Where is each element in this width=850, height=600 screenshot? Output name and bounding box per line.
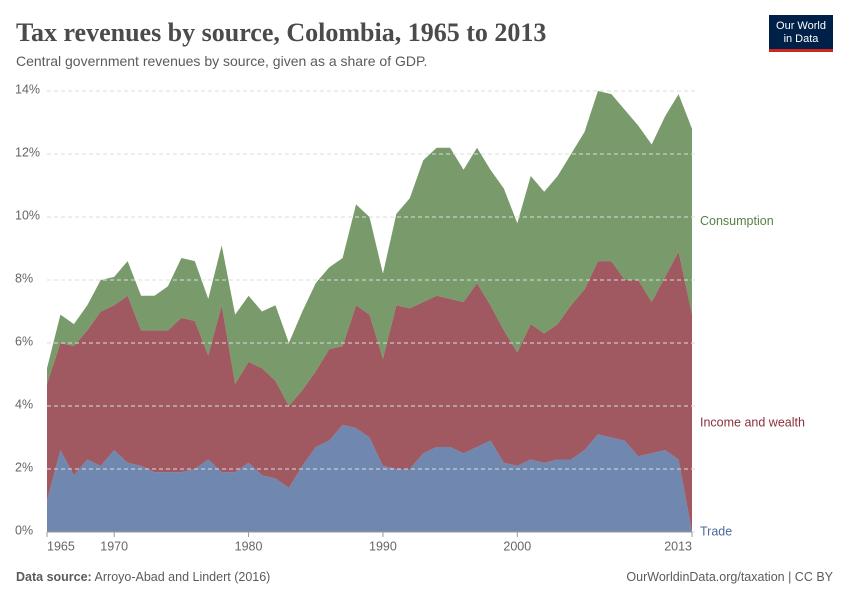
y-tick-label: 8% (15, 271, 33, 285)
x-tick-label: 1990 (369, 539, 397, 553)
y-tick-label: 14% (15, 82, 40, 96)
x-tick-label: 1970 (100, 539, 128, 553)
series-label: Consumption (700, 214, 774, 228)
y-tick-label: 12% (15, 145, 40, 159)
y-tick-label: 10% (15, 208, 40, 222)
logo-bar (769, 49, 833, 52)
logo-text: Our World (776, 20, 826, 32)
x-tick-label: 2013 (664, 539, 692, 553)
y-tick-label: 4% (15, 397, 33, 411)
area (47, 91, 692, 406)
area (47, 251, 692, 532)
series-label: Income and wealth (700, 416, 805, 430)
plot-area (47, 91, 692, 532)
series-label: Trade (700, 524, 732, 538)
x-tick-label: 2000 (503, 539, 531, 553)
logo: Our World in Data (769, 15, 833, 52)
logo-box (769, 15, 833, 52)
footer-link: OurWorldinData.org/taxation | CC BY (626, 570, 833, 584)
logo-text: in Data (784, 33, 820, 45)
y-tick-label: 2% (15, 460, 33, 474)
source-text: Arroyo-Abad and Lindert (2016) (95, 570, 271, 584)
y-tick-label: 0% (15, 523, 33, 537)
chart-title: Tax revenues by source, Colombia, 1965 t… (16, 18, 546, 47)
x-tick-label: 1965 (47, 539, 75, 553)
y-tick-label: 6% (15, 334, 33, 348)
area (47, 424, 692, 532)
source-label: Data source: (16, 570, 92, 584)
chart-subtitle: Central government revenues by source, g… (16, 53, 427, 69)
x-tick-label: 1980 (235, 539, 263, 553)
source: Data source: Arroyo-Abad and Lindert (20… (16, 570, 270, 584)
